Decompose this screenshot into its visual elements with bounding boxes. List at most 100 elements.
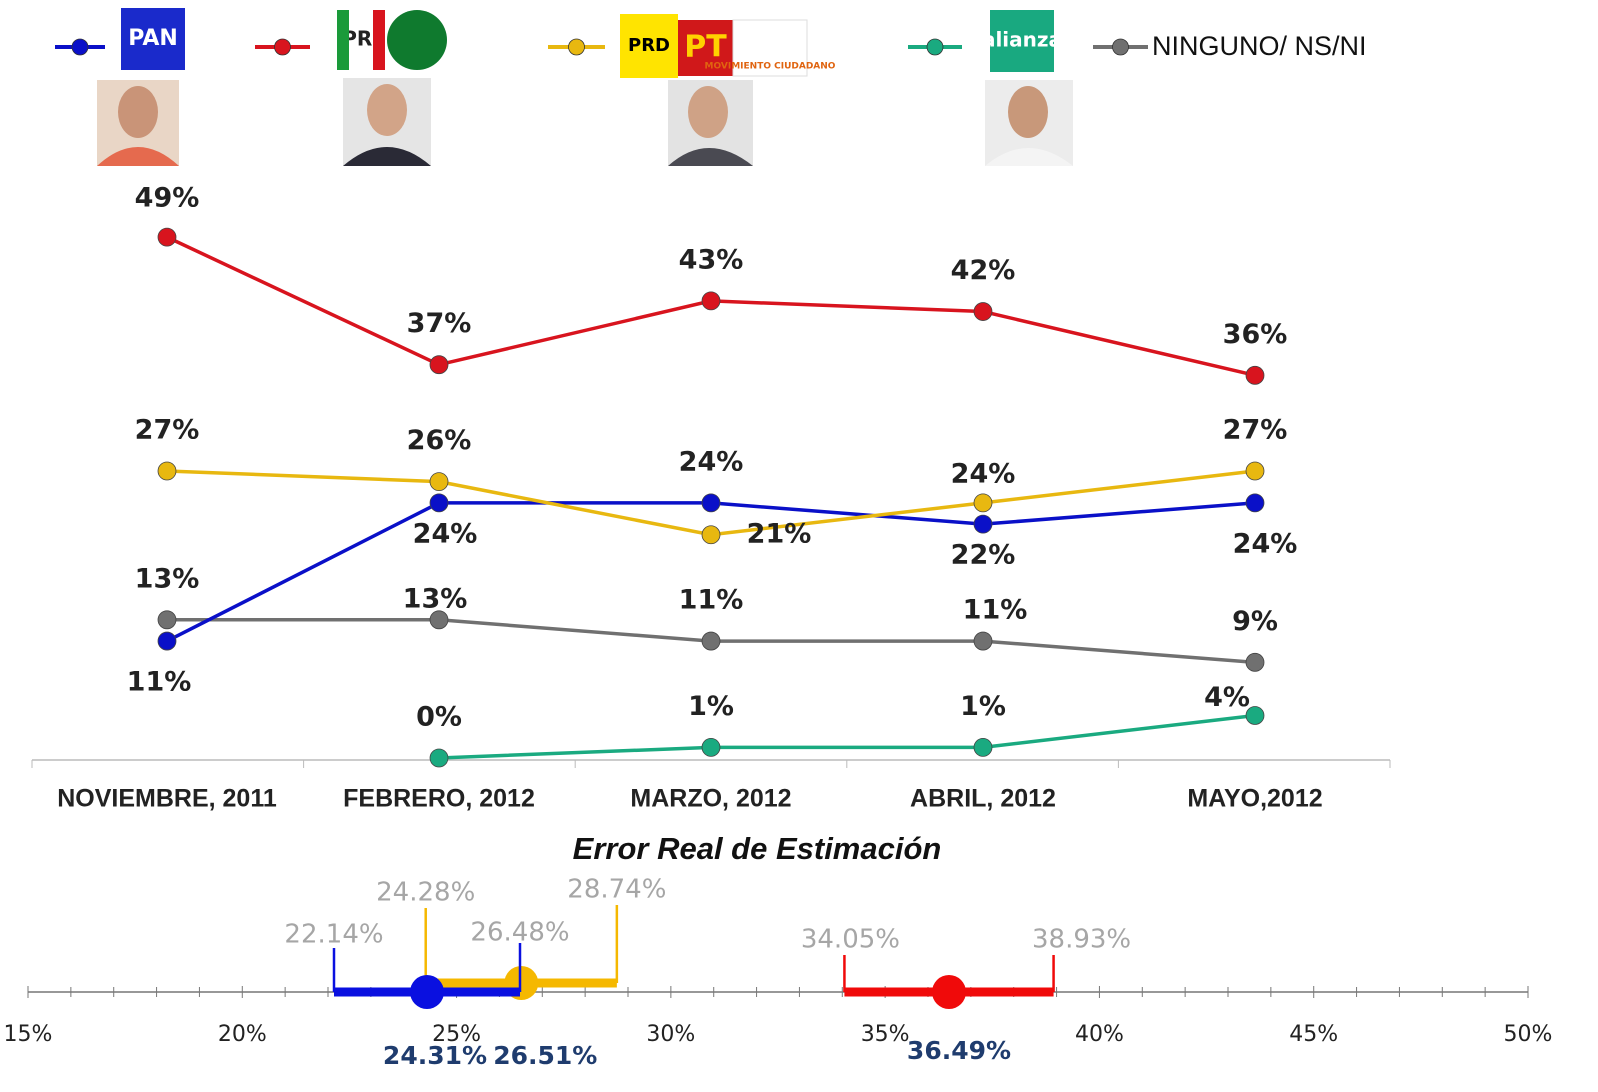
data-label: 11% [679,585,744,616]
data-label: 21% [747,518,812,549]
estimate-point [410,975,444,1009]
legend-marker [1112,38,1129,56]
x-tick-label: NOVIEMBRE, 2011 [57,785,277,813]
logo-text: PAN [128,26,178,51]
photo [985,148,1073,166]
logo-text: PRD [628,35,670,56]
estimate-label: 24.31% [383,1041,487,1070]
photo [668,148,753,166]
x-tick-label: 25% [432,1022,481,1047]
logo [121,8,185,70]
data-point [701,525,721,545]
data-label: 26% [407,425,472,456]
logo-text: MOVIMIENTO CIUDADANO [705,62,836,72]
data-point [973,493,993,513]
data-label: 1% [688,691,734,722]
x-tick-label: FEBRERO, 2012 [343,785,535,813]
logo [678,20,733,76]
data-point [1245,493,1265,513]
data-point [429,493,449,513]
photo [118,86,158,138]
data-label: 4% [1204,682,1250,713]
logo [620,14,678,78]
data-point [973,302,993,321]
range-label: 38.93% [1032,925,1131,955]
logo [373,10,385,70]
data-label: 11% [127,667,192,698]
estimate-point [932,975,966,1009]
data-label: 9% [1232,606,1278,637]
legend-label: NINGUNO/ NS/NI [1152,31,1367,61]
data-point [429,748,449,768]
data-label: 24% [679,446,744,477]
data-point [973,514,993,534]
data-point [429,610,449,630]
x-tick-label: 30% [646,1022,695,1047]
range-label: 24.28% [376,878,475,908]
legend-marker [568,38,585,56]
data-point [1245,706,1265,725]
data-label: 24% [1233,528,1298,559]
x-tick-label: MAYO,2012 [1187,785,1322,813]
data-label: 11% [963,595,1028,626]
data-point [701,737,721,757]
data-label: 1% [960,691,1006,722]
data-label: 27% [1223,414,1288,445]
data-label: 42% [951,255,1016,286]
range-label: 22.14% [284,920,383,950]
data-point [973,737,993,757]
x-tick-label: ABRIL, 2012 [910,785,1056,813]
data-label: 22% [951,540,1016,571]
x-tick-label: 20% [218,1022,267,1047]
range-label: 28.74% [567,875,666,905]
data-point [701,493,721,513]
x-tick-label: 15% [4,1022,53,1047]
logo-text: PT [684,30,727,65]
estimate-label: 36.49% [907,1036,1011,1065]
photo [688,86,728,138]
data-label: 0% [416,702,462,733]
logo [732,19,808,77]
photo [367,84,407,136]
data-label: 24% [413,518,478,549]
photo [1008,86,1048,138]
data-point [157,461,177,481]
legend-marker [926,38,944,56]
chart-title: Error Real de Estimación [573,831,942,866]
data-point [701,291,721,311]
x-tick-label: MARZO, 2012 [630,785,791,813]
data-point [157,227,177,247]
data-label: 43% [679,244,744,275]
x-tick-label: 50% [1504,1022,1553,1047]
range-label: 26.48% [470,918,569,948]
data-label: 24% [951,458,1016,489]
x-tick-label: 35% [861,1022,910,1047]
legend-marker [71,38,89,56]
candidate-photos [97,78,1073,166]
logo [337,10,349,70]
data-point [1245,461,1265,481]
data-point [1245,365,1265,385]
x-tick-label: 45% [1289,1022,1338,1047]
estimate-label: 26.51% [493,1041,597,1070]
photo [97,147,179,166]
x-tick-label: 40% [1075,1022,1124,1047]
logo [990,10,1054,72]
logo-text: alianza [982,28,1062,52]
data-point [1245,652,1265,672]
data-label: 27% [135,414,200,445]
range-label: 34.05% [801,925,900,955]
legend-marker [274,38,291,56]
data-point [701,631,721,651]
photo [343,147,431,166]
data-point [973,631,993,651]
data-label: 37% [407,308,472,339]
logo [387,10,447,70]
data-point [429,472,449,492]
data-label: 13% [403,583,468,614]
data-label: 36% [1223,319,1288,350]
data-label: 13% [135,563,200,594]
data-point [429,355,449,375]
data-label: 49% [135,183,200,214]
